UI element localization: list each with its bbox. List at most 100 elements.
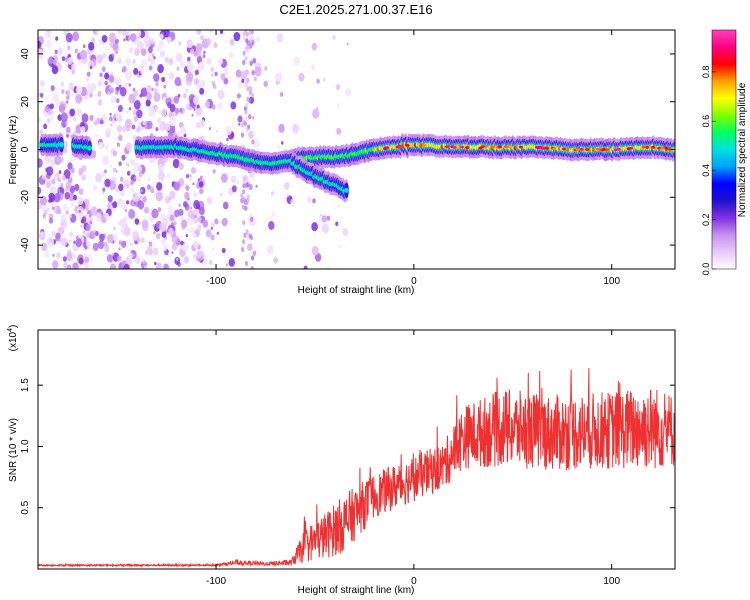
spectrogram-noise-blob (220, 73, 226, 81)
spectrogram-noise-blob (180, 126, 187, 135)
spectrogram-noise-blob (244, 109, 248, 115)
spectrogram-noise-blob (243, 121, 247, 127)
spectrogram-noise-blob (108, 74, 115, 83)
spectrogram-noise-blob (246, 181, 250, 188)
spectrogram-noise-blob (124, 81, 129, 87)
spectrogram-noise-blob (162, 243, 168, 251)
spectrogram-noise-blob (202, 219, 209, 228)
spectrogram-noise-blob (85, 77, 89, 82)
spectrogram-noise-blob (107, 195, 113, 203)
spectrogram-noise-blob (221, 247, 226, 254)
spectrogram-noise-blob (82, 247, 86, 252)
spectrogram-noise-blob (104, 178, 111, 188)
spectrogram-noise-blob (68, 82, 75, 91)
spectrogram-noise-blob (130, 33, 137, 42)
spectrogram-noise-blob (109, 32, 116, 43)
spectrogram-noise-blob (271, 211, 276, 217)
spectrogram-noise-blob (183, 255, 190, 264)
spectrogram-noise-blob (221, 173, 228, 183)
spectrogram-noise-blob (40, 195, 47, 206)
spectrogram-noise-blob (248, 114, 252, 120)
spectrogram-noise-blob (115, 114, 121, 122)
spectrogram-noise-blob (246, 69, 250, 76)
spectrogram-panel: -100 0 100 -40 -20 0 20 40 Height of straight … (8, 29, 676, 296)
spectrogram-noise-blob (249, 60, 253, 66)
spectrogram-noise-blob (60, 81, 64, 87)
spectrogram-noise-blob (82, 44, 86, 49)
spectrogram-noise-blob (103, 241, 108, 247)
spectrogram-noise-blob (46, 196, 50, 201)
spectrogram-noise-blob (216, 231, 220, 235)
snr-frame (37, 329, 676, 570)
spectrogram-noise-blob (344, 88, 352, 97)
spectrogram-noise-blob (58, 170, 62, 174)
spectrogram-noise-blob (303, 265, 308, 269)
spectrogram-noise-blob (244, 260, 249, 267)
spectrogram-noise-blob (206, 57, 212, 65)
spectrogram-noise-blob (65, 62, 69, 67)
spectrogram-noise-blob (126, 170, 131, 176)
spectrogram-noise-blob (133, 67, 139, 75)
spectrogram-noise-blob (166, 173, 171, 179)
spectrogram-noise-blob (173, 221, 177, 226)
spectrogram-noise-blob (225, 125, 232, 136)
spectrogram-peak-mark (445, 145, 450, 149)
spectrogram-noise-blob (43, 123, 48, 130)
spectrogram-noise-blob (38, 158, 43, 168)
spectrogram-noise-blob (148, 65, 153, 71)
spectrogram-noise-blob (115, 90, 119, 95)
spectrogram-noise-blob (75, 85, 83, 95)
spectrogram-noise-blob (85, 90, 89, 96)
spectrogram-noise-blob (130, 181, 134, 186)
spectrogram-noise-blob (121, 154, 126, 161)
spectrogram-peak-mark (575, 148, 580, 152)
spectrogram-noise-blob (161, 76, 166, 83)
spectrogram-noise-blob (40, 80, 45, 87)
snr-y-tick-label: 1.0 (20, 439, 31, 453)
spectrogram-noise-blob (228, 52, 234, 59)
spectrogram-peak-mark (604, 148, 609, 152)
snr-y-axis-label: SNR (10 * v/v) (8, 418, 19, 482)
spectrogram-noise-blob (125, 110, 129, 115)
spectrogram-noise-blob (109, 112, 112, 116)
spectrogram-noise-blob (125, 57, 131, 66)
spectrogram-noise-blob (123, 179, 130, 188)
spectrogram-noise-blob (45, 167, 49, 173)
spectrogram-peak-mark (465, 146, 470, 150)
spectrogram-noise-blob (167, 73, 170, 77)
spectrogram-noise-blob (126, 142, 132, 151)
spectrogram-noise-blob (179, 108, 183, 113)
spectrogram-noise-blob (245, 38, 249, 44)
spectrogram-noise-blob (78, 188, 84, 196)
spectrogram-noise-blob (181, 219, 188, 229)
spectrogram-noise-blob (117, 143, 121, 148)
colorbar: 0.0 0.2 0.4 0.6 0.8 Normalized spectral ampl… (701, 29, 748, 275)
spectrogram-noise-blob (141, 219, 149, 229)
spectrogram-noise-blob (75, 94, 83, 104)
spectrogram-noise-blob (165, 81, 169, 86)
spectrogram-noise-blob (158, 40, 165, 49)
spectrogram-noise-blob (335, 83, 341, 91)
spectrogram-noise-blob (66, 95, 70, 100)
spectrogram-noise-blob (85, 240, 91, 247)
spectrogram-noise-blob (66, 252, 73, 262)
spectrogram-noise-blob (199, 188, 204, 195)
spectrogram-noise-blob (245, 229, 249, 235)
spectrogram-noise-blob (129, 200, 134, 206)
svg-text:(x104): (x104) (7, 325, 19, 352)
spectrogram-noise-blob (169, 190, 176, 200)
spectrogram-noise-blob (54, 99, 61, 108)
spectrogram-noise-blob (137, 41, 144, 51)
spectrogram-noise-blob (158, 110, 162, 114)
spectrogram-noise-blob (212, 169, 216, 174)
spectrogram-noise-blob (199, 87, 205, 95)
spectrogram-noise-blob (133, 176, 137, 180)
spectrogram-noise-blob (217, 101, 223, 110)
spectrogram-noise-blob (40, 93, 44, 98)
spectrogram-noise-blob (100, 171, 106, 178)
spectrogram-noise-blob (135, 30, 142, 38)
snr-exponent-prefix: (x10 (8, 331, 19, 351)
spectrogram-peak-mark (452, 145, 457, 149)
spectrogram-noise-blob (140, 48, 147, 57)
spectrogram-noise-blob (125, 162, 129, 167)
